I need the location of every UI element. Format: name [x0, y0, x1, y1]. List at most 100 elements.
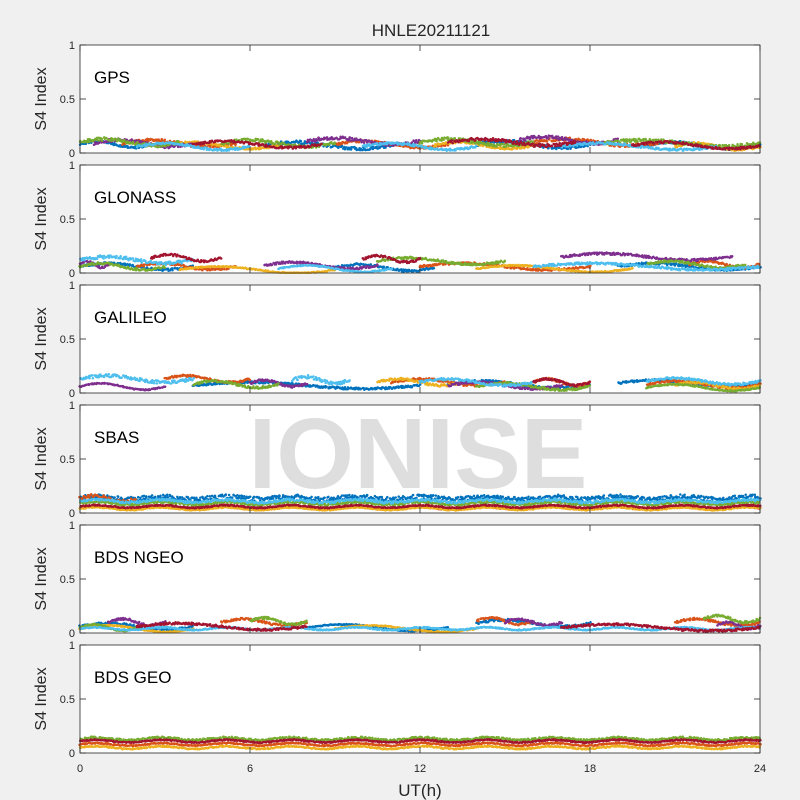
data-points — [78, 134, 762, 153]
data-point — [589, 138, 593, 142]
data-point — [547, 136, 550, 140]
data-point — [560, 135, 564, 139]
data-point — [356, 148, 360, 151]
data-point — [641, 254, 644, 257]
data-point — [105, 136, 108, 140]
data-point — [575, 144, 579, 147]
data-point — [348, 136, 351, 139]
y-tick-label: 0 — [69, 148, 75, 160]
data-point — [344, 146, 348, 149]
data-point — [361, 139, 364, 143]
y-axis-label: S4 Index — [33, 67, 50, 130]
data-point — [163, 138, 167, 141]
data-point — [100, 139, 104, 142]
plot-area — [80, 45, 760, 153]
data-point — [376, 264, 379, 267]
data-point — [371, 147, 375, 151]
data-point — [343, 148, 347, 151]
data-point — [523, 139, 527, 142]
data-point — [403, 142, 406, 146]
data-point — [164, 144, 167, 148]
data-point — [636, 140, 639, 143]
data-point — [171, 269, 174, 272]
data-point — [337, 146, 340, 149]
data-point — [350, 136, 354, 140]
data-point — [513, 140, 516, 143]
data-point — [345, 142, 349, 145]
data-point — [415, 138, 418, 142]
data-point — [142, 264, 145, 268]
data-point — [519, 137, 522, 140]
data-point — [320, 142, 323, 145]
data-point — [227, 142, 230, 145]
data-point — [230, 138, 233, 142]
data-point — [273, 142, 277, 146]
data-point — [312, 137, 316, 141]
data-point — [131, 140, 135, 144]
data-point — [364, 138, 368, 142]
data-point — [371, 145, 375, 148]
data-point — [115, 139, 119, 143]
data-point — [349, 148, 353, 151]
data-point — [382, 265, 386, 268]
data-point — [474, 144, 478, 148]
data-point — [628, 138, 631, 141]
data-point — [222, 265, 225, 268]
data-point — [342, 145, 346, 149]
data-point — [502, 138, 506, 142]
data-point — [558, 141, 561, 145]
data-point — [458, 138, 461, 142]
data-point — [216, 149, 219, 152]
data-point — [289, 145, 293, 148]
data-point — [412, 139, 416, 142]
data-point — [383, 259, 387, 262]
data-point — [362, 141, 366, 145]
data-point — [384, 146, 387, 149]
data-point — [740, 142, 744, 146]
chart-title: HNLE20211121 — [372, 21, 490, 40]
data-point — [447, 136, 450, 140]
panel-label: GPS — [94, 68, 130, 87]
data-point — [256, 138, 260, 141]
data-point — [333, 142, 336, 146]
data-point — [736, 143, 739, 146]
data-point — [652, 142, 655, 145]
data-point — [214, 265, 217, 268]
data-point — [675, 262, 678, 266]
data-point — [450, 139, 454, 142]
data-point — [136, 140, 139, 144]
data-point — [222, 267, 226, 271]
data-point — [551, 267, 555, 270]
data-point — [669, 140, 672, 143]
data-point — [369, 147, 373, 150]
data-point — [355, 266, 359, 269]
data-point — [573, 141, 577, 145]
data-point — [558, 268, 562, 271]
data-point — [631, 266, 634, 270]
data-point — [718, 143, 722, 147]
data-point — [439, 142, 442, 146]
data-point — [97, 139, 101, 142]
data-point — [451, 141, 454, 145]
data-point — [730, 254, 734, 258]
data-point — [566, 147, 570, 151]
data-point — [575, 146, 578, 150]
data-point — [133, 139, 137, 142]
data-point — [435, 139, 438, 143]
data-point — [554, 144, 557, 148]
data-point — [721, 143, 724, 147]
data-point — [420, 141, 424, 145]
data-point — [531, 142, 534, 146]
data-point — [87, 140, 91, 144]
data-point — [377, 260, 380, 264]
data-point — [432, 267, 436, 270]
data-point — [545, 140, 549, 143]
y-tick-label: 1 — [69, 40, 75, 52]
data-point — [727, 143, 731, 147]
data-point — [477, 142, 481, 146]
data-point — [299, 139, 303, 143]
